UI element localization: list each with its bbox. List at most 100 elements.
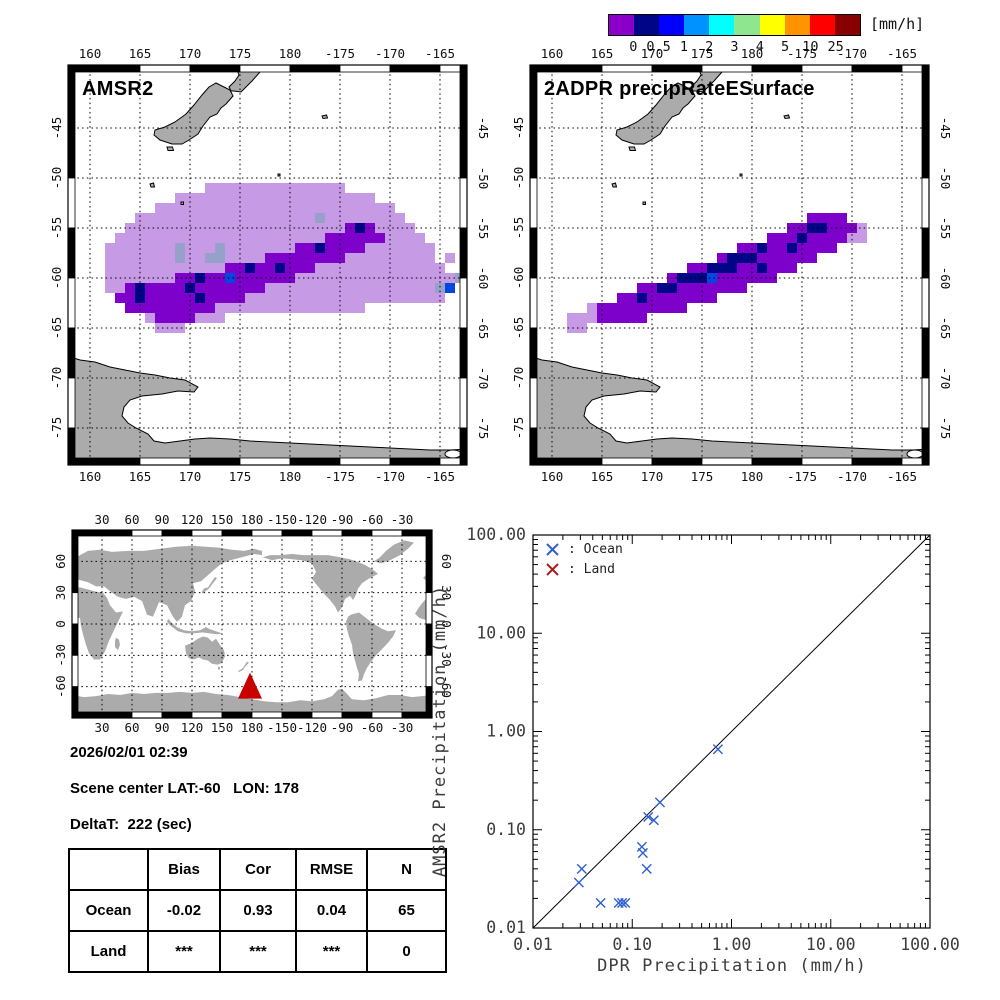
svg-text:160: 160 [79, 469, 102, 484]
svg-text:-60: -60 [49, 267, 64, 290]
svg-text:-75: -75 [49, 417, 64, 440]
ocean-n: 65 [366, 889, 447, 932]
colorbar-unit-label: [mm/h] [870, 15, 925, 33]
stats-row-land: Land *** *** *** 0 [68, 930, 447, 973]
colorbar-tick-label: 0.5 [646, 39, 671, 55]
svg-text:-60: -60 [361, 720, 384, 735]
colorbar-segment [834, 15, 860, 35]
svg-text:175: 175 [691, 46, 714, 61]
amsr2-axis-label: AMSR2 Precipitation (mm/h) [430, 584, 450, 878]
svg-text:-60: -60 [439, 675, 454, 698]
svg-text:-75: -75 [476, 417, 491, 440]
colorbar-tick-label: 2 [705, 39, 714, 55]
svg-text:175: 175 [229, 46, 252, 61]
svg-text:-60: -60 [938, 267, 953, 290]
legend-ocean-label: : Ocean [568, 541, 623, 557]
svg-text:170: 170 [179, 46, 202, 61]
svg-text:165: 165 [591, 46, 614, 61]
svg-text:-165: -165 [887, 46, 917, 61]
colorbar-tick-label: 0 [629, 39, 638, 55]
land-rmse: *** [295, 930, 368, 973]
svg-text:0: 0 [53, 620, 68, 628]
stats-header-cor: Cor [219, 848, 297, 891]
legend-land: : Land [545, 559, 623, 579]
land-bias: *** [147, 930, 221, 973]
ocean-cor: 0.93 [219, 889, 297, 932]
svg-text:-50: -50 [938, 167, 953, 190]
svg-text:10.00: 10.00 [806, 935, 856, 954]
land-n: 0 [366, 930, 447, 973]
svg-text:175: 175 [691, 469, 714, 484]
svg-text:0.01: 0.01 [486, 918, 526, 937]
svg-text:-175: -175 [325, 46, 355, 61]
colorbar-tick-label: 3 [730, 39, 739, 55]
svg-text:-75: -75 [511, 417, 526, 440]
svg-text:-175: -175 [787, 469, 817, 484]
svg-text:-55: -55 [511, 217, 526, 240]
scene-center-text: Scene center LAT:-60 LON: 178 [70, 780, 299, 797]
svg-text:-90: -90 [331, 512, 354, 527]
svg-text:-55: -55 [476, 217, 491, 240]
svg-text:-165: -165 [887, 469, 917, 484]
svg-text:90: 90 [154, 512, 169, 527]
svg-text:150: 150 [211, 512, 234, 527]
land-label: Land [68, 930, 149, 973]
svg-text:-65: -65 [49, 317, 64, 340]
colorbar-tick-label: 25 [827, 39, 844, 55]
stats-row-ocean: Ocean -0.02 0.93 0.04 65 [68, 889, 447, 932]
svg-text:-60: -60 [476, 267, 491, 290]
svg-text:180: 180 [241, 720, 264, 735]
svg-text:165: 165 [129, 469, 152, 484]
svg-text:175: 175 [229, 469, 252, 484]
legend-ocean: : Ocean [545, 539, 623, 559]
svg-text:-170: -170 [375, 469, 405, 484]
svg-text:-70: -70 [511, 367, 526, 390]
svg-text:-50: -50 [49, 167, 64, 190]
svg-text:-175: -175 [787, 46, 817, 61]
svg-text:60: 60 [124, 720, 139, 735]
svg-text:-30: -30 [439, 644, 454, 667]
colorbar-segment [784, 15, 810, 35]
svg-text:-165: -165 [425, 469, 455, 484]
svg-text:90: 90 [154, 720, 169, 735]
svg-text:165: 165 [591, 469, 614, 484]
svg-text:-30: -30 [391, 512, 414, 527]
colorbar-segment [734, 15, 760, 35]
stats-header-bias: Bias [147, 848, 221, 891]
svg-text:-45: -45 [938, 117, 953, 140]
colorbar-segment [634, 15, 660, 35]
svg-text:-170: -170 [837, 46, 867, 61]
svg-text:-70: -70 [938, 367, 953, 390]
svg-text:-45: -45 [511, 117, 526, 140]
svg-text:-45: -45 [476, 117, 491, 140]
svg-text:0.10: 0.10 [612, 935, 652, 954]
svg-text:180: 180 [741, 46, 764, 61]
svg-text:1.00: 1.00 [486, 722, 526, 741]
obs-datetime: 2026/02/01 02:39 [70, 744, 188, 761]
svg-text:-150: -150 [267, 720, 297, 735]
svg-text:-70: -70 [49, 367, 64, 390]
svg-text:170: 170 [179, 469, 202, 484]
ocean-bias: -0.02 [147, 889, 221, 932]
svg-text:180: 180 [279, 469, 302, 484]
svg-text:-90: -90 [331, 720, 354, 735]
svg-text:-170: -170 [837, 469, 867, 484]
panel-title-amsr2: AMSR2 [82, 78, 154, 100]
scatter-legend: : Ocean : Land [545, 539, 623, 579]
ocean-rmse: 0.04 [295, 889, 368, 932]
stats-header-row: Bias Cor RMSE N [68, 848, 447, 891]
ocean-label: Ocean [68, 889, 149, 932]
svg-text:150: 150 [211, 720, 234, 735]
svg-text:170: 170 [641, 46, 664, 61]
stats-header-n: N [366, 848, 447, 891]
colorbar-segment [709, 15, 735, 35]
stats-header-rmse: RMSE [295, 848, 368, 891]
svg-text:-50: -50 [511, 167, 526, 190]
svg-text:160: 160 [541, 469, 564, 484]
svg-text:120: 120 [181, 512, 204, 527]
stats-table: Bias Cor RMSE N Ocean -0.02 0.93 0.04 65… [68, 848, 447, 973]
colorbar-segment [809, 15, 835, 35]
colorbar-tick-label: 1 [679, 39, 688, 55]
